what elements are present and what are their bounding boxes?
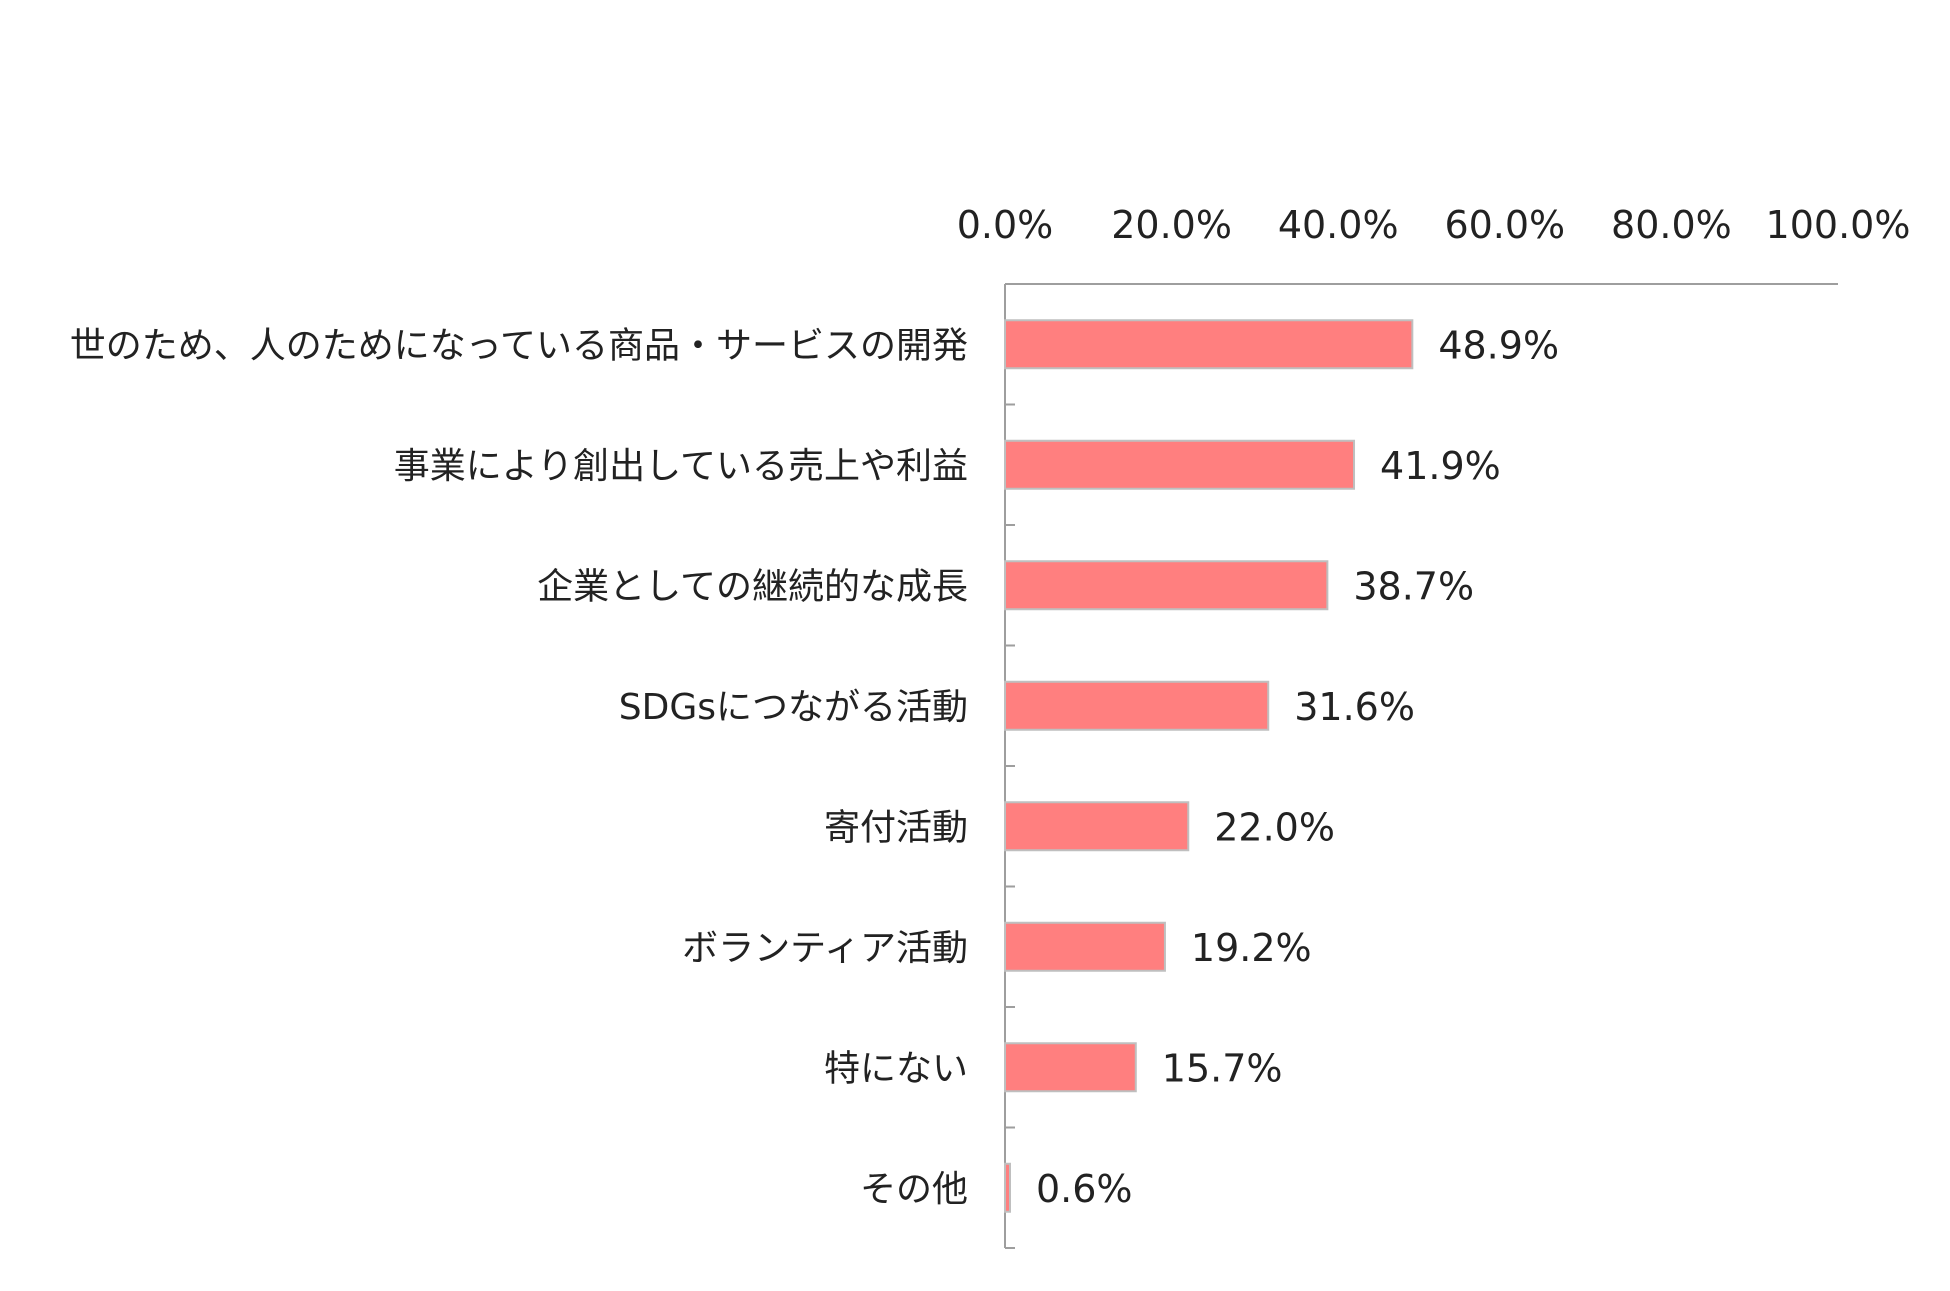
x-tick-label: 40.0% — [1278, 203, 1399, 247]
data-label: 48.9% — [1438, 323, 1559, 367]
category-label: 世のため、人のためになっている商品・サービスの開発 — [70, 325, 968, 366]
data-label: 15.7% — [1162, 1046, 1283, 1090]
category-label: ボランティア活動 — [682, 928, 968, 969]
category-label: 寄付活動 — [824, 807, 968, 848]
x-tick-label: 60.0% — [1444, 203, 1565, 247]
category-label: SDGsにつながる活動 — [619, 687, 968, 728]
data-label: 0.6% — [1036, 1167, 1133, 1211]
data-label: 31.6% — [1294, 685, 1415, 729]
bar — [1004, 439, 1356, 490]
x-tick-label: 100.0% — [1766, 203, 1911, 247]
bar — [1004, 801, 1190, 852]
bar — [1004, 1042, 1137, 1093]
bar-layer — [1004, 319, 1414, 1213]
category-label: その他 — [860, 1169, 968, 1210]
label-layer: 0.0% 20.0% 40.0% 60.0% 80.0% 100.0% 世のため、人のために… — [70, 203, 1911, 1211]
x-tick-label: 80.0% — [1611, 203, 1732, 247]
category-label: 特にない — [824, 1048, 968, 1089]
bar — [1004, 680, 1270, 731]
data-label: 41.9% — [1380, 444, 1501, 488]
data-label: 38.7% — [1353, 564, 1474, 608]
x-tick-label: 0.0% — [957, 203, 1054, 247]
bar — [1004, 560, 1329, 611]
bar — [1004, 1162, 1011, 1213]
data-label: 22.0% — [1214, 805, 1335, 849]
category-label: 企業としての継続的な成長 — [537, 566, 968, 607]
bar — [1004, 921, 1166, 972]
category-label: 事業により創出している売上や利益 — [394, 446, 968, 487]
x-tick-label: 20.0% — [1111, 203, 1232, 247]
bar — [1004, 319, 1414, 370]
axis-layer — [1004, 283, 1838, 1249]
data-label: 19.2% — [1191, 926, 1312, 970]
